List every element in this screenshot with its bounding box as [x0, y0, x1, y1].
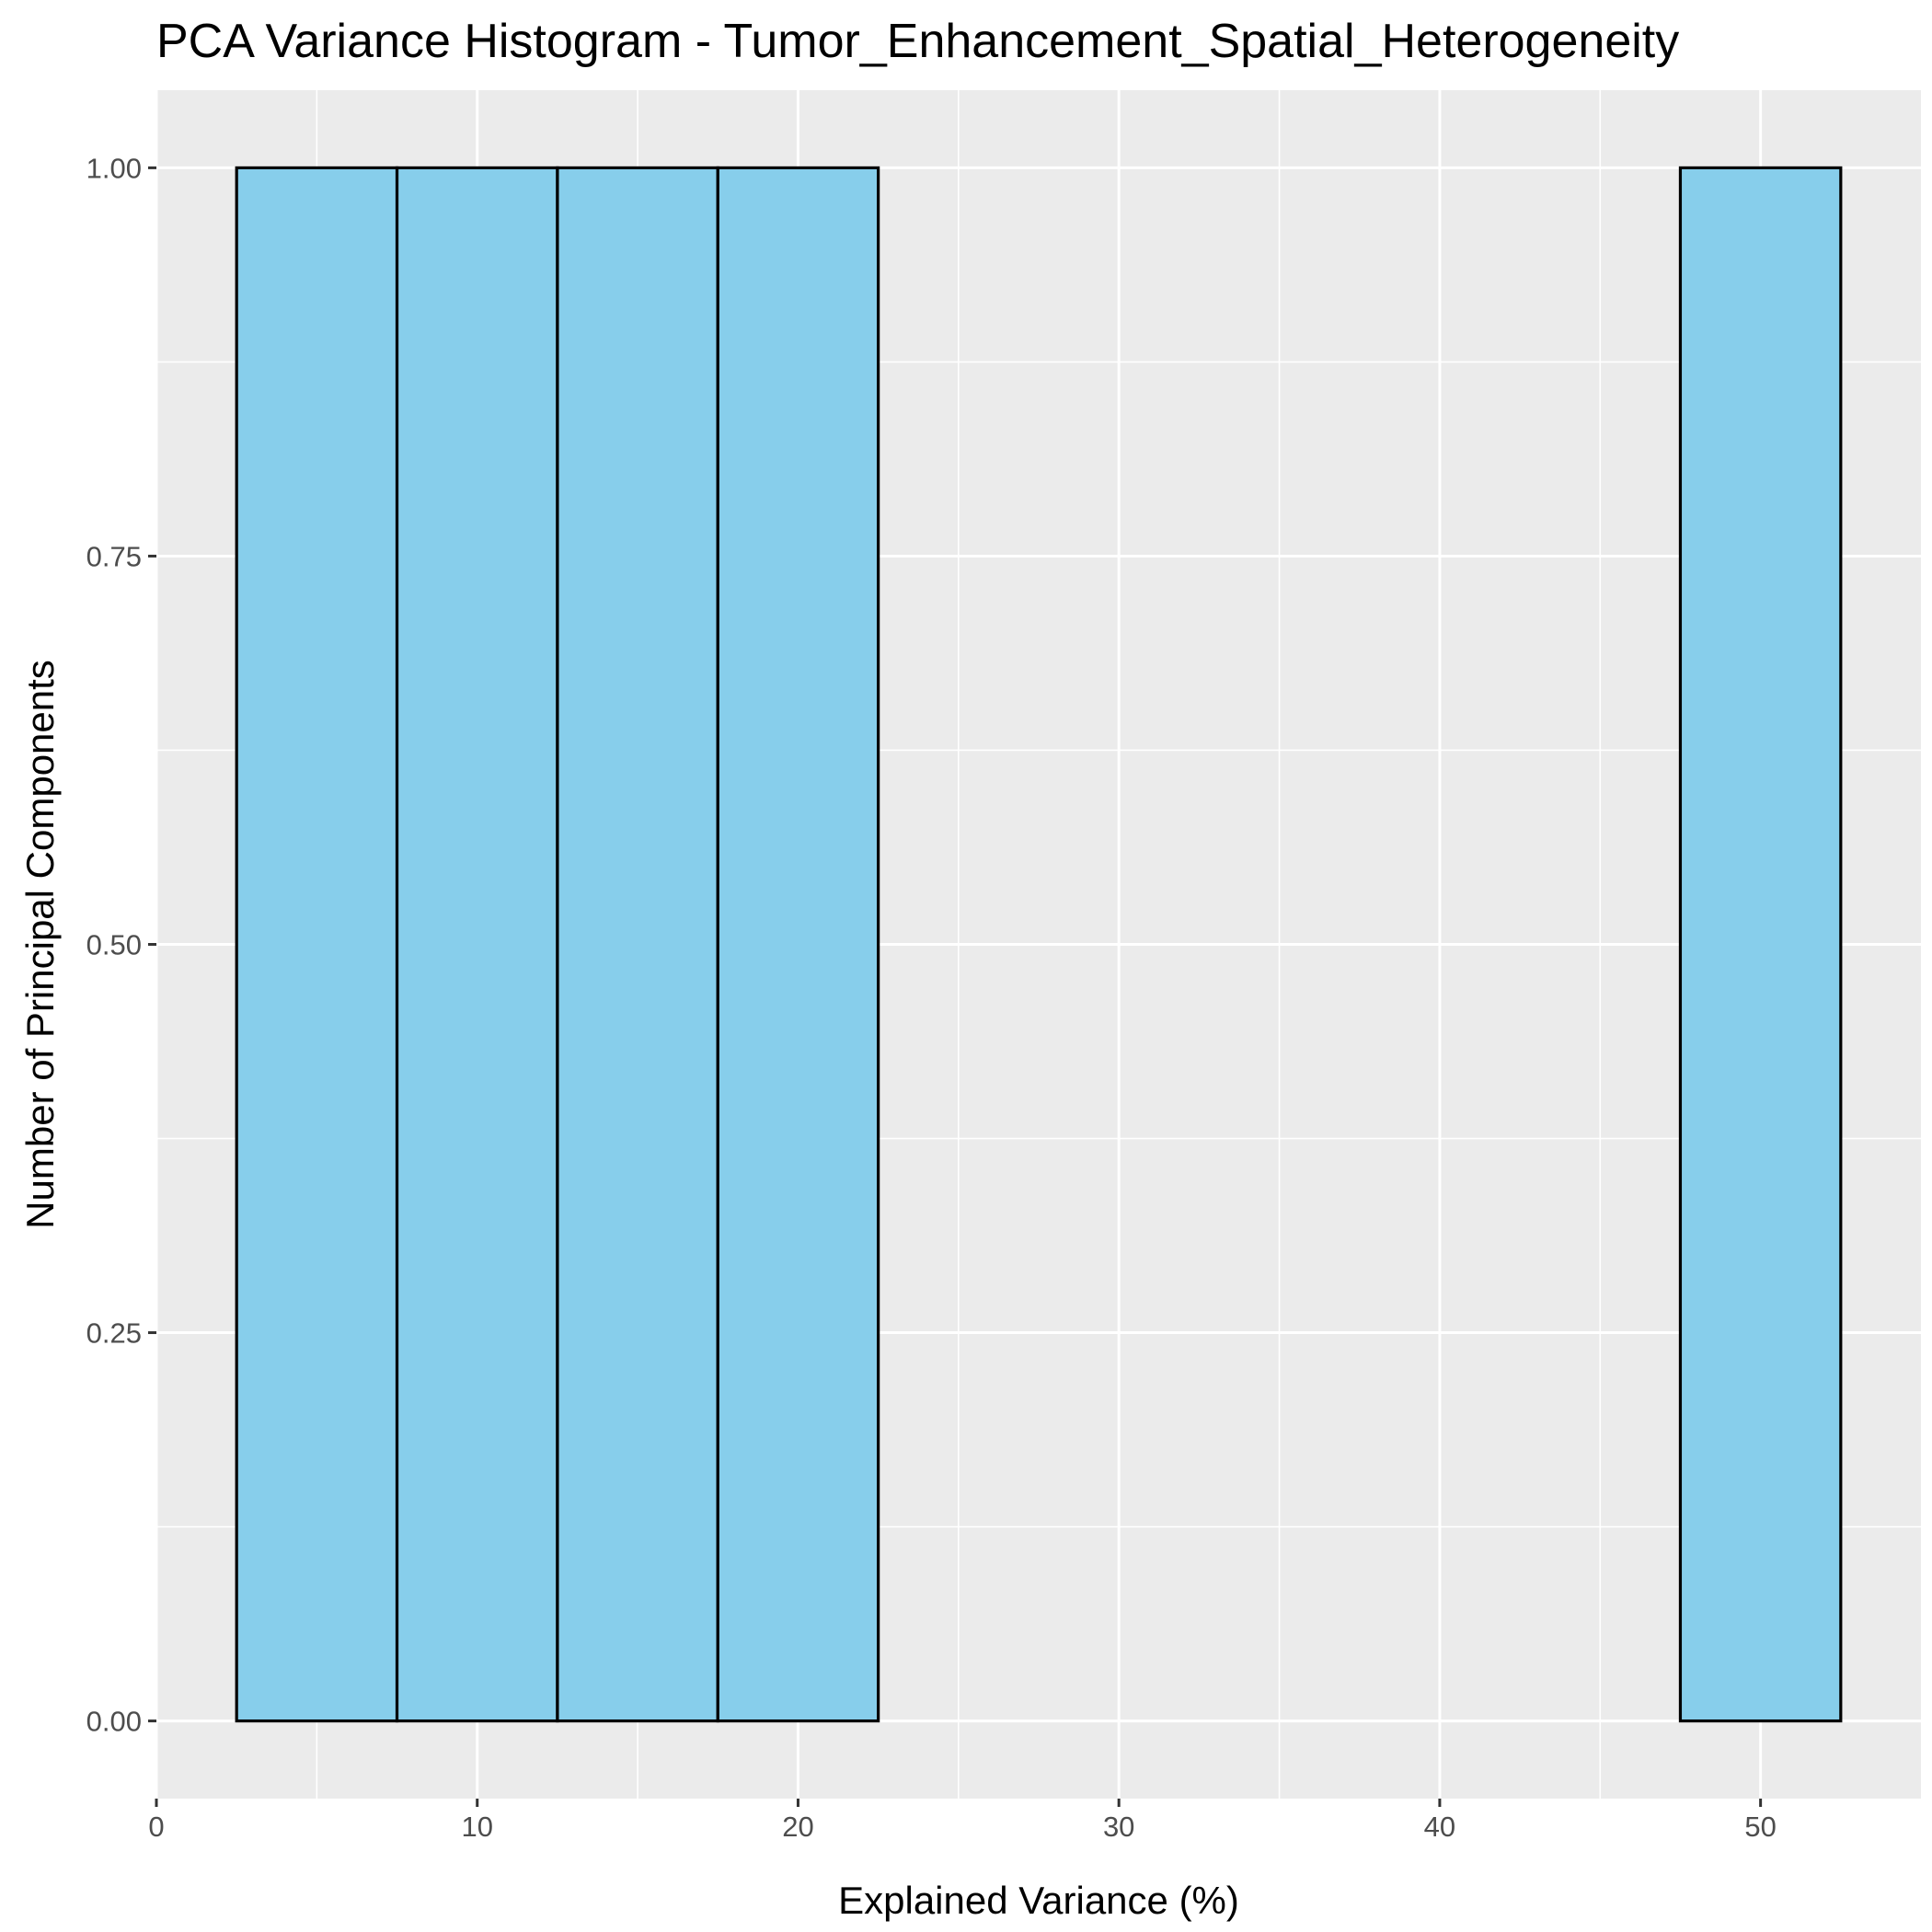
x-axis: 0 10 20 30 40 50: [148, 1799, 1777, 1843]
x-tick-label: 20: [782, 1811, 813, 1843]
histogram-bar: [235, 166, 399, 1723]
histogram-bar: [716, 166, 880, 1723]
y-axis: 0.00 0.25 0.50 0.75 1.00: [86, 152, 156, 1738]
histogram-bars: [235, 166, 1843, 1723]
x-tick-label: 40: [1424, 1811, 1455, 1843]
x-tick-label: 30: [1103, 1811, 1134, 1843]
x-tick-label: 0: [148, 1811, 164, 1843]
histogram-bar: [1678, 166, 1843, 1723]
x-tick-label: 50: [1744, 1811, 1776, 1843]
y-tick-label: 0.75: [86, 540, 142, 572]
y-axis-title: Number of Principal Components: [18, 660, 62, 1229]
x-tick-label: 10: [461, 1811, 492, 1843]
histogram-bar: [556, 166, 719, 1723]
y-tick-label: 1.00: [86, 152, 142, 184]
y-tick-label: 0.00: [86, 1706, 142, 1738]
y-tick-label: 0.50: [86, 929, 142, 961]
y-tick-label: 0.25: [86, 1317, 142, 1350]
chart-title: PCA Variance Histogram - Tumor_Enhanceme…: [156, 15, 1679, 68]
histogram-bar: [395, 166, 559, 1723]
x-axis-title: Explained Variance (%): [838, 1879, 1239, 1922]
